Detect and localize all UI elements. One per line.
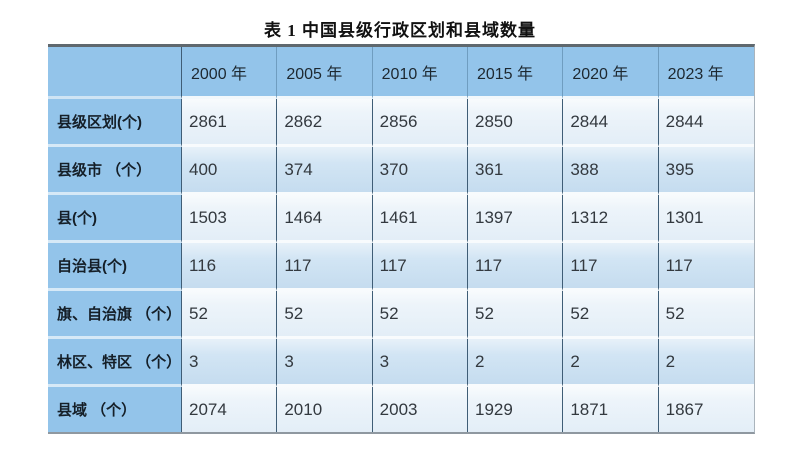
header-row: 2000 年 2005 年 2010 年 2015 年 2020 年 2023 年 [48, 47, 754, 99]
value-cell: 52 [372, 291, 468, 339]
value-cell: 1397 [467, 195, 564, 243]
value-cell: 400 [182, 147, 278, 195]
year-header-cell: 2010 年 [372, 47, 468, 99]
table-body: 县级区划(个) 2861 2862 2856 2850 2844 2844 县级市 （个） 40… [48, 99, 754, 432]
value-cell: 1461 [372, 195, 468, 243]
year-header-cell: 2015 年 [467, 47, 564, 99]
value-cell: 2003 [372, 387, 468, 432]
value-cell: 2861 [182, 99, 278, 147]
value-cell: 117 [372, 243, 468, 291]
value-cell: 2010 [277, 387, 373, 432]
year-header-cell: 2005 年 [277, 47, 373, 99]
value-cell: 2856 [372, 99, 468, 147]
county-divisions-table: 2000 年 2005 年 2010 年 2015 年 2020 年 2023 年 县级区… [48, 44, 755, 434]
year-header-cell: 2000 年 [182, 47, 278, 99]
value-cell: 1871 [563, 387, 659, 432]
value-cell: 2 [563, 339, 659, 387]
value-cell: 370 [372, 147, 468, 195]
value-cell: 117 [277, 243, 373, 291]
corner-cell [48, 47, 182, 99]
value-cell: 388 [563, 147, 659, 195]
value-cell: 3 [277, 339, 373, 387]
value-cell: 116 [182, 243, 278, 291]
table-row: 旗、自治旗 （个） 52 52 52 52 52 52 [48, 291, 754, 339]
table-row: 县级区划(个) 2861 2862 2856 2850 2844 2844 [48, 99, 754, 147]
value-cell: 2844 [658, 99, 754, 147]
value-cell: 1867 [658, 387, 754, 432]
value-cell: 52 [467, 291, 564, 339]
value-cell: 52 [277, 291, 373, 339]
value-cell: 361 [467, 147, 564, 195]
value-cell: 117 [658, 243, 754, 291]
row-label-cell: 县(个) [48, 195, 182, 243]
table-row: 林区、特区 （个） 3 3 3 2 2 2 [48, 339, 754, 387]
value-cell: 117 [467, 243, 564, 291]
value-cell: 1503 [182, 195, 278, 243]
value-cell: 2 [658, 339, 754, 387]
row-label-cell: 县级区划(个) [48, 99, 182, 147]
table-row: 县级市 （个） 400 374 370 361 388 395 [48, 147, 754, 195]
value-cell: 52 [563, 291, 659, 339]
value-cell: 117 [563, 243, 659, 291]
value-cell: 52 [182, 291, 278, 339]
table-title: 表 1 中国县级行政区划和县域数量 [264, 21, 536, 40]
row-label-cell: 县级市 （个） [48, 147, 182, 195]
value-cell: 2862 [277, 99, 373, 147]
row-label-cell: 林区、特区 （个） [48, 339, 182, 387]
row-label-cell: 自治县(个) [48, 243, 182, 291]
value-cell: 1929 [467, 387, 564, 432]
value-cell: 2844 [563, 99, 659, 147]
value-cell: 2074 [182, 387, 278, 432]
year-header-cell: 2020 年 [563, 47, 659, 99]
value-cell: 1301 [658, 195, 754, 243]
value-cell: 395 [658, 147, 754, 195]
row-label-cell: 县域 （个） [48, 387, 182, 432]
value-cell: 3 [372, 339, 468, 387]
value-cell: 2 [467, 339, 564, 387]
value-cell: 374 [277, 147, 373, 195]
table-row: 县(个) 1503 1464 1461 1397 1312 1301 [48, 195, 754, 243]
value-cell: 52 [658, 291, 754, 339]
table-row: 县域 （个） 2074 2010 2003 1929 1871 1867 [48, 387, 754, 432]
row-label-cell: 旗、自治旗 （个） [48, 291, 182, 339]
value-cell: 2850 [467, 99, 564, 147]
value-cell: 1464 [277, 195, 373, 243]
year-header-cell: 2023 年 [658, 47, 754, 99]
table-row: 自治县(个) 116 117 117 117 117 117 [48, 243, 754, 291]
value-cell: 3 [182, 339, 278, 387]
value-cell: 1312 [563, 195, 659, 243]
